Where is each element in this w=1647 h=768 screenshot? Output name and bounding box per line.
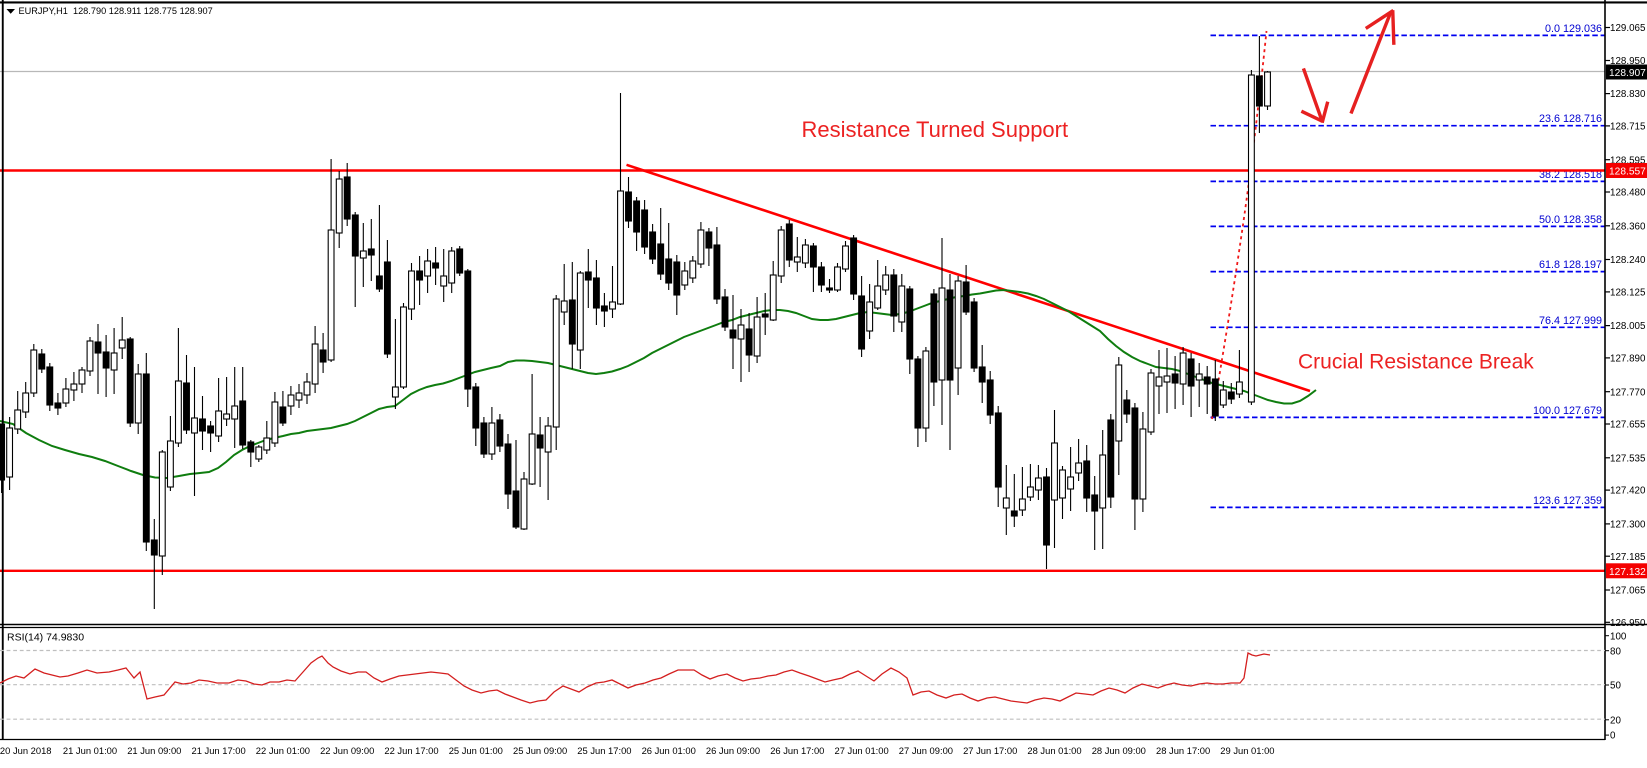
svg-text:25 Jun 01:00: 25 Jun 01:00: [449, 745, 503, 756]
svg-text:50.0 128.358: 50.0 128.358: [1539, 214, 1602, 226]
svg-text:50: 50: [1610, 681, 1621, 692]
svg-text:128.595: 128.595: [1610, 155, 1646, 166]
svg-text:25 Jun 17:00: 25 Jun 17:00: [577, 745, 631, 756]
svg-text:26 Jun 09:00: 26 Jun 09:00: [706, 745, 760, 756]
svg-text:61.8 128.197: 61.8 128.197: [1539, 259, 1602, 271]
svg-text:RSI(14) 74.9830: RSI(14) 74.9830: [7, 632, 84, 644]
svg-text:128.950: 128.950: [1610, 56, 1646, 67]
svg-text:129.065: 129.065: [1610, 23, 1646, 34]
svg-text:22 Jun 01:00: 22 Jun 01:00: [256, 745, 310, 756]
svg-text:127.535: 127.535: [1610, 453, 1646, 464]
svg-text:127.655: 127.655: [1610, 420, 1646, 431]
svg-text:128.715: 128.715: [1610, 122, 1646, 133]
svg-text:Crucial Resistance Break: Crucial Resistance Break: [1298, 351, 1534, 374]
svg-text:27 Jun 01:00: 27 Jun 01:00: [834, 745, 888, 756]
svg-text:22 Jun 17:00: 22 Jun 17:00: [384, 745, 438, 756]
svg-text:127.770: 127.770: [1610, 387, 1646, 398]
svg-text:23.6 128.716: 23.6 128.716: [1539, 113, 1602, 125]
svg-text:128.240: 128.240: [1610, 255, 1646, 266]
svg-text:25 Jun 09:00: 25 Jun 09:00: [513, 745, 567, 756]
svg-text:0.0 129.036: 0.0 129.036: [1545, 23, 1602, 35]
svg-text:28 Jun 17:00: 28 Jun 17:00: [1156, 745, 1210, 756]
svg-text:128.557: 128.557: [1609, 167, 1646, 178]
svg-text:21 Jun 17:00: 21 Jun 17:00: [191, 745, 245, 756]
svg-text:EURJPY,H1 128.790 128.911 128: EURJPY,H1 128.790 128.911 128.775 128.90…: [19, 6, 213, 16]
svg-text:128.125: 128.125: [1610, 288, 1646, 299]
svg-text:100.0 127.679: 100.0 127.679: [1533, 405, 1602, 417]
svg-text:26 Jun 17:00: 26 Jun 17:00: [770, 745, 824, 756]
svg-text:128.360: 128.360: [1610, 221, 1646, 232]
svg-text:76.4 127.999: 76.4 127.999: [1539, 315, 1602, 327]
svg-text:123.6 127.359: 123.6 127.359: [1533, 495, 1602, 507]
svg-text:80: 80: [1610, 646, 1621, 657]
svg-text:128.480: 128.480: [1610, 188, 1646, 199]
svg-text:128.830: 128.830: [1610, 89, 1646, 100]
svg-text:28 Jun 09:00: 28 Jun 09:00: [1092, 745, 1146, 756]
svg-text:127.185: 127.185: [1610, 552, 1646, 563]
svg-text:126.950: 126.950: [1610, 618, 1646, 629]
svg-text:127.300: 127.300: [1610, 520, 1646, 531]
svg-text:127.132: 127.132: [1609, 567, 1646, 578]
svg-text:128.907: 128.907: [1609, 68, 1646, 79]
svg-text:127.065: 127.065: [1610, 586, 1646, 597]
svg-text:21 Jun 01:00: 21 Jun 01:00: [63, 745, 117, 756]
svg-text:27 Jun 17:00: 27 Jun 17:00: [963, 745, 1017, 756]
svg-text:22 Jun 09:00: 22 Jun 09:00: [320, 745, 374, 756]
svg-text:28 Jun 01:00: 28 Jun 01:00: [1027, 745, 1081, 756]
svg-text:38.2 128.518: 38.2 128.518: [1539, 169, 1602, 181]
svg-text:127.420: 127.420: [1610, 486, 1646, 497]
svg-text:29 Jun 01:00: 29 Jun 01:00: [1220, 745, 1274, 756]
svg-text:Resistance Turned Support: Resistance Turned Support: [802, 117, 1069, 142]
svg-text:26 Jun 01:00: 26 Jun 01:00: [642, 745, 696, 756]
svg-text:20 Jun 2018: 20 Jun 2018: [0, 745, 52, 756]
svg-text:20: 20: [1610, 715, 1621, 726]
svg-text:0: 0: [1610, 731, 1616, 742]
svg-text:21 Jun 09:00: 21 Jun 09:00: [127, 745, 181, 756]
svg-text:27 Jun 09:00: 27 Jun 09:00: [899, 745, 953, 756]
svg-text:127.890: 127.890: [1610, 354, 1646, 365]
svg-text:100: 100: [1610, 631, 1627, 642]
svg-text:128.005: 128.005: [1610, 321, 1646, 332]
